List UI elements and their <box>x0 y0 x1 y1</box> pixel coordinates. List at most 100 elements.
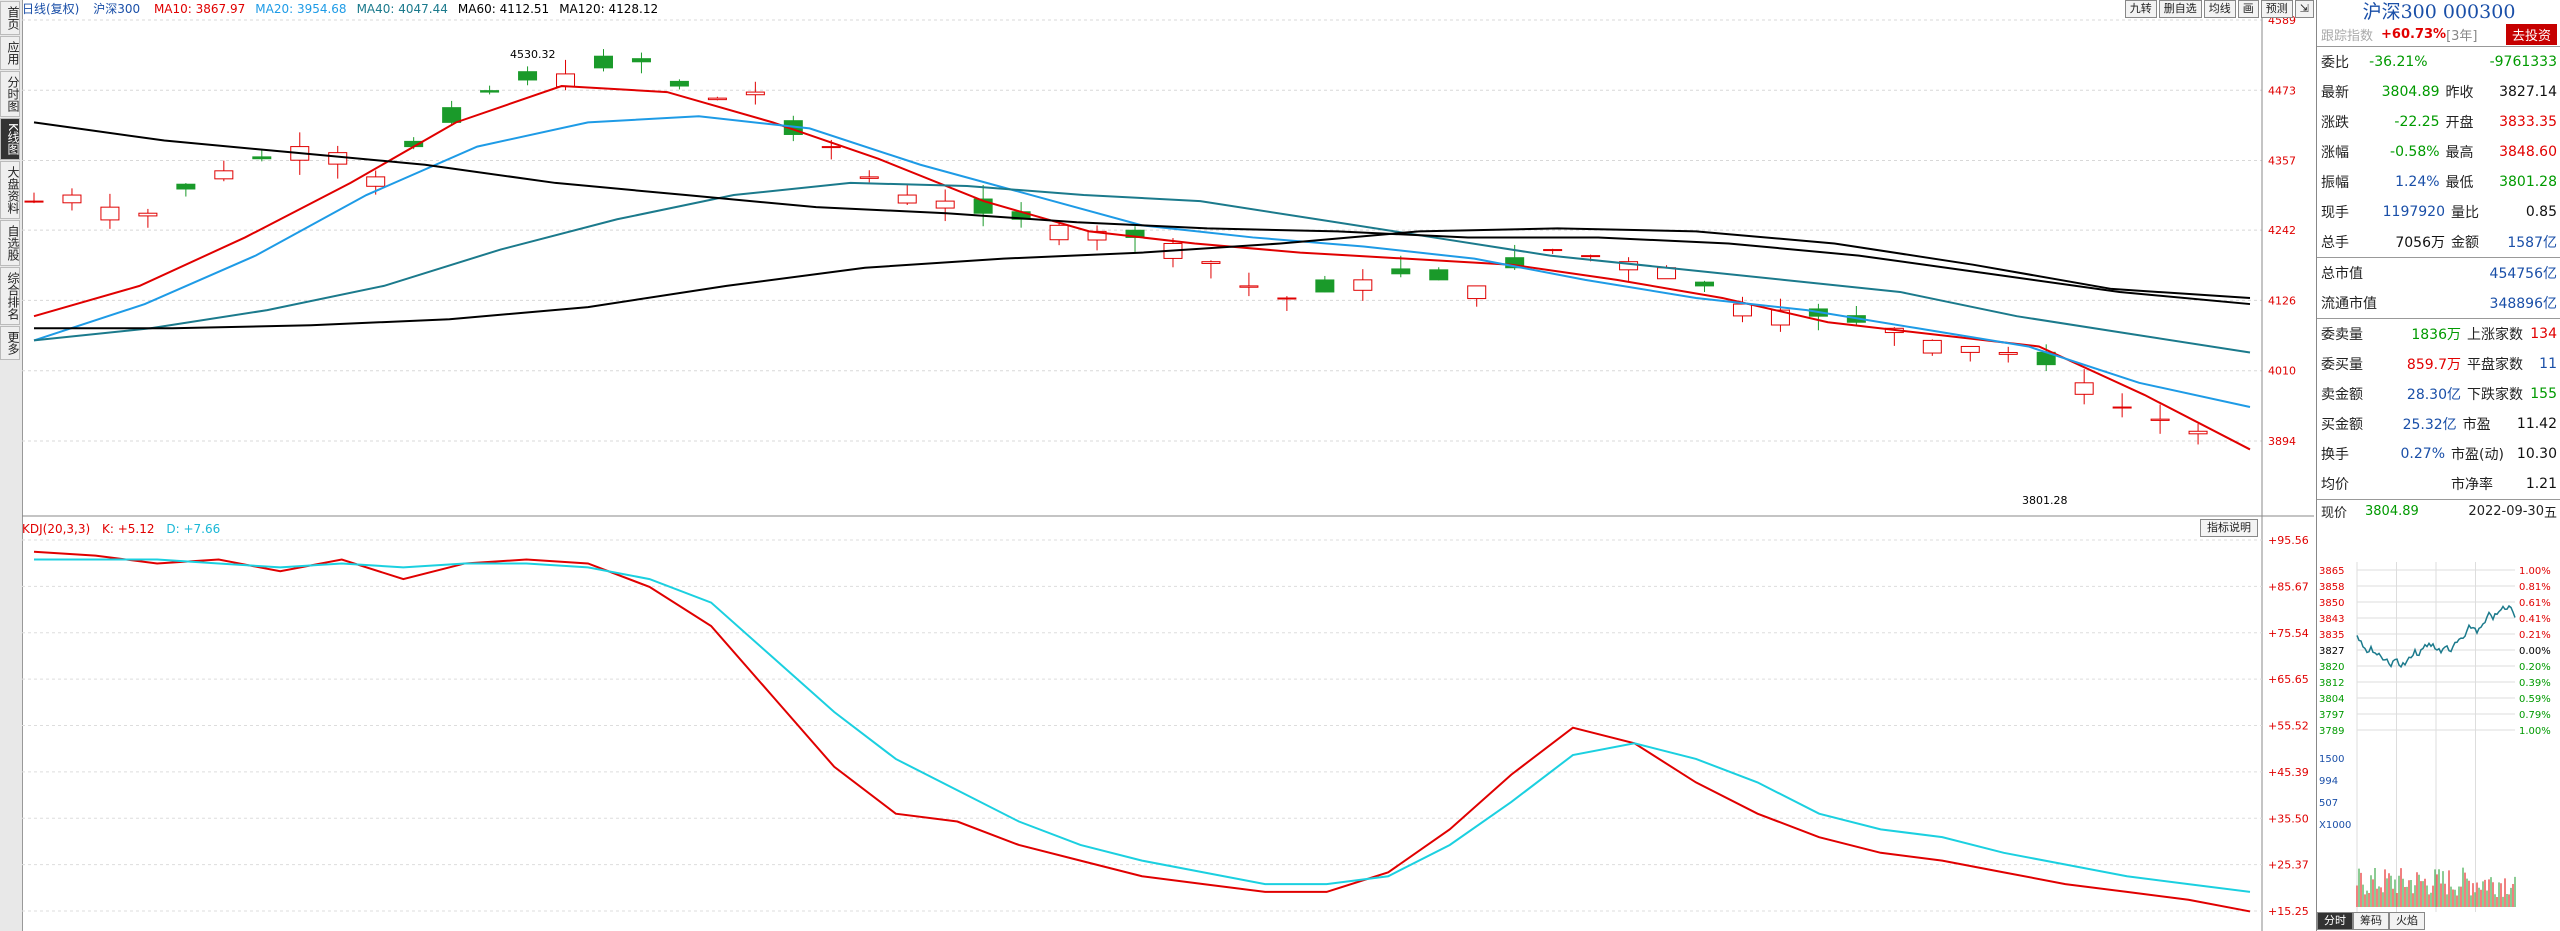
quote-label: 换手 <box>2321 447 2349 463</box>
ma-3: MA60: 4112.51 <box>457 2 550 16</box>
tool-button-4[interactable]: 预测 <box>2260 0 2293 18</box>
mini-left-tick: 3797 <box>2319 710 2344 721</box>
candle-body <box>1581 255 1601 258</box>
quote-value: 1.21 <box>2525 476 2557 492</box>
candle-body <box>1353 279 1373 291</box>
quote-value: 7056万 <box>2395 235 2445 251</box>
mini-right-tick: 0.79% <box>2519 710 2551 721</box>
quote-value: 11.42 <box>2516 416 2558 432</box>
kdj-label[interactable]: KDJ(20,3,3) <box>22 522 91 536</box>
tool-button-5[interactable]: ⇲ <box>2294 0 2314 18</box>
left-tab-3[interactable]: K线图 <box>0 118 20 160</box>
quote-value: 1.24% <box>2395 174 2440 190</box>
quote-value: 3848.60 <box>2499 144 2557 160</box>
follow-value: +60.73% <box>2381 26 2447 42</box>
candle-body <box>1277 297 1297 300</box>
mini-right-tick: 0.39% <box>2519 678 2551 689</box>
quote-label: 金额 <box>2451 235 2479 251</box>
tool-button-0[interactable]: 九转 <box>2124 0 2157 18</box>
tool-button-1[interactable]: 删自选 <box>2158 0 2202 18</box>
quote-value: 10.30 <box>2516 446 2557 462</box>
quote-value: -36.21% <box>2369 54 2428 70</box>
mini-left-tick: 3820 <box>2319 662 2344 673</box>
indicator-help-button[interactable]: 指标说明 <box>2200 519 2258 537</box>
quote-label: 平盘家数 <box>2467 357 2523 373</box>
ma-4: MA120: 4128.12 <box>559 2 659 16</box>
ma-0: MA10: 3867.97 <box>153 2 246 16</box>
minute-tab-1[interactable]: 筹码 <box>2353 912 2389 930</box>
candle-body <box>859 176 879 179</box>
quote-label: 最新 <box>2321 85 2349 101</box>
quote-label: 市盈(动) <box>2451 447 2504 463</box>
quote-row: 换手 0.27% 市盈(动) 10.30 <box>2317 439 2560 469</box>
follow-span: [3年] <box>2446 28 2478 44</box>
mini-left-tick: 3789 <box>2319 726 2344 737</box>
minute-tab-2[interactable]: 火焰 <box>2389 912 2425 930</box>
quote-value: 0.85 <box>2525 204 2557 220</box>
quote-value: 28.30亿 <box>2406 387 2461 403</box>
quote-row: 总手 7056万 金额 1587亿 <box>2317 227 2560 257</box>
left-tab-2[interactable]: 分时图 <box>0 71 20 117</box>
minute-tab-0[interactable]: 分时 <box>2317 912 2353 930</box>
tool-button-3[interactable]: 画 <box>2237 0 2259 18</box>
candle-body <box>1619 261 1639 271</box>
quote-row: 委买量 859.7万 平盘家数 11 <box>2317 349 2560 379</box>
kdj-tick: +95.56 <box>2268 534 2309 547</box>
quote-value: 0.27% <box>2400 446 2445 462</box>
quote-row: 涨幅 -0.58% 最高 3848.60 <box>2317 137 2560 167</box>
kdj-tick: +65.65 <box>2268 673 2309 686</box>
quote-date: 2022-09-30 <box>2468 503 2544 519</box>
candle-body <box>1695 281 1715 287</box>
kline-svg[interactable]: 45894473435742424126401038944530.323801.… <box>22 0 2314 931</box>
quote-value: -0.58% <box>2390 144 2440 160</box>
quote-label: 总市值 <box>2321 266 2363 282</box>
candle-body <box>1467 285 1487 300</box>
left-tab-1[interactable]: 应用 <box>0 36 20 70</box>
kdj-tick: +55.52 <box>2268 720 2309 733</box>
candle-body <box>1391 268 1411 275</box>
quote-label: 下跌家数 <box>2467 387 2523 403</box>
mini-right-tick: 0.81% <box>2519 582 2551 593</box>
quote-value: 155 <box>2530 386 2557 402</box>
ma40-line <box>33 181 2251 354</box>
kline-chart-area[interactable]: 4589 4473 4357 4242 4126 4010 3894 4530.32 3801.… <box>22 0 2314 931</box>
candle-body <box>24 200 44 203</box>
left-tab-5[interactable]: 自选股 <box>0 219 20 266</box>
candle-body <box>1239 285 1259 288</box>
candle-body <box>631 58 651 63</box>
quote-label: 卖金额 <box>2321 387 2363 403</box>
candle-body <box>366 176 386 187</box>
quote-value: 859.7万 <box>2406 357 2461 373</box>
period-label[interactable]: 日线(复权) <box>22 2 80 16</box>
candle-body <box>1732 303 1752 317</box>
kdj-tick: +15.25 <box>2268 905 2309 918</box>
mini-left-tick: 3835 <box>2319 630 2344 641</box>
left-tab-0[interactable]: 首页 <box>0 1 20 35</box>
price-tick: 4126 <box>2268 294 2296 307</box>
left-tab-6[interactable]: 综合排名 <box>0 266 20 325</box>
quote-row: 流通市值 348896亿 <box>2317 288 2560 318</box>
tool-button-2[interactable]: 均线 <box>2203 0 2236 18</box>
left-tab-4[interactable]: 大盘资料 <box>0 160 20 219</box>
left-tab-7[interactable]: 更多 <box>0 325 20 360</box>
quote-label: 买金额 <box>2321 417 2363 433</box>
invest-button[interactable]: 去投资 <box>2505 23 2557 45</box>
quote-value: 348896亿 <box>2489 296 2557 312</box>
minute-chart[interactable]: 3865 1.00% 3858 0.81% 3850 0.61% 3843 0.41% 3835… <box>2317 562 2560 922</box>
mini-vol-tick: X1000 <box>2319 820 2351 831</box>
candle-body <box>1960 345 1980 353</box>
candle-body <box>897 194 917 204</box>
mini-vol-tick: 1500 <box>2319 754 2344 765</box>
candle-body <box>1998 352 2018 355</box>
order-rows: 委卖量 1836万 上涨家数 134 委买量 859.7万 平盘家数 11 卖金额 28.30亿下… <box>2317 318 2560 499</box>
candle-body <box>1049 224 1069 241</box>
candle-body <box>593 55 613 69</box>
candle-body <box>935 200 955 209</box>
quote-value: -22.25 <box>2394 114 2440 130</box>
kdj-tick: +35.50 <box>2268 812 2309 825</box>
kdj-d-value: D: +7.66 <box>166 522 221 536</box>
quote-value: 11 <box>2539 356 2557 372</box>
left-tab-bar: 首页 应用 分时图 K线图 大盘资料 自选股 综合排名 更多 <box>0 0 23 931</box>
quote-row: 最新 3804.89 昨收 3827.14 <box>2317 77 2560 107</box>
kdj-k-line <box>33 550 2251 913</box>
